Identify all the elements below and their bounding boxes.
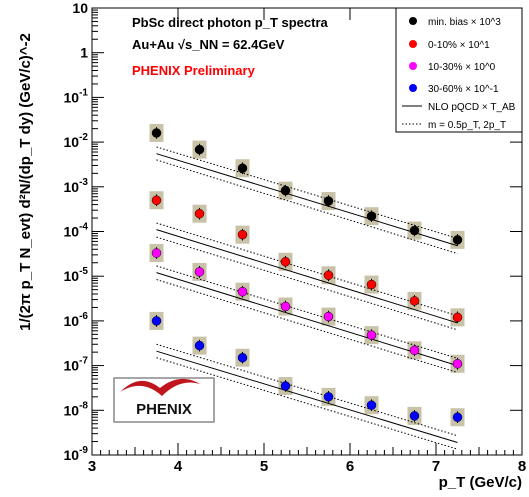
data-point: [452, 235, 463, 245]
y-tick-label: 10-3: [64, 177, 89, 195]
data-point: [280, 185, 291, 196]
data-point: [151, 195, 162, 206]
data-point: [151, 316, 162, 326]
data-point: [409, 411, 420, 421]
x-tick-label: 8: [518, 458, 526, 475]
y-tick-label: 10-1: [64, 87, 89, 105]
legend-label-10-30: 10-30% × 10^0: [428, 62, 496, 73]
phenix-logo: PHENIX: [113, 377, 215, 423]
logo-flame-icon: [120, 378, 200, 396]
legend-marker-minbias: [409, 17, 417, 25]
x-axis-label: p_T (GeV/c): [439, 474, 522, 491]
legend-label-0-10: 0-10% × 10^1: [428, 40, 490, 51]
nlo-central-curve: [156, 272, 458, 367]
nlo-scale-lower-curve: [156, 236, 458, 331]
y-tick-label: 10-6: [64, 311, 89, 329]
y-tick-label: 10-7: [64, 356, 89, 374]
data-point: [237, 229, 248, 240]
chart-subtitle: Au+Au √s_NN = 62.4GeV: [132, 37, 285, 52]
data-point: [366, 330, 377, 340]
data-point: [452, 358, 463, 369]
data-point: [194, 340, 205, 351]
data-point: [366, 279, 377, 290]
nlo-central-curve: [156, 229, 458, 324]
data-point: [280, 381, 291, 391]
legend-marker-10-30: [409, 62, 417, 70]
data-point: [452, 412, 463, 422]
legend: min. bias × 10^3 0-10% × 10^1 10-30% × 1…: [395, 7, 523, 133]
y-tick-label: 10-4: [64, 222, 89, 240]
data-point: [323, 270, 334, 281]
data-point: [409, 296, 420, 306]
x-tick-label: 6: [346, 458, 354, 475]
nlo-central-curve: [156, 153, 458, 247]
nlo-curves: [156, 146, 458, 450]
data-point: [194, 208, 205, 219]
data-point: [366, 400, 377, 410]
data-point: [280, 257, 291, 267]
y-tick-label: 1: [80, 45, 88, 61]
x-tick-label: 5: [260, 458, 268, 475]
x-tick-label: 3: [88, 458, 96, 475]
data-point: [280, 301, 291, 312]
legend-label-30-60: 30-60% × 10^-1: [428, 84, 499, 95]
data-point: [409, 225, 420, 236]
chart-title: PbSc direct photon p_T spectra: [132, 15, 329, 30]
y-tick-label: 10-8: [64, 400, 89, 418]
data-point: [237, 286, 248, 297]
legend-marker-0-10: [409, 40, 417, 48]
nlo-scale-upper-curve: [156, 146, 458, 239]
preliminary-label: PHENIX Preliminary: [132, 63, 256, 78]
y-tick-label: 10-9: [64, 445, 89, 463]
data-point: [323, 392, 334, 402]
y-tick-label: 10: [72, 0, 88, 16]
legend-marker-30-60: [409, 84, 417, 92]
data-points: [151, 127, 463, 424]
data-point: [237, 163, 248, 174]
nlo-scale-lower-curve: [156, 159, 458, 255]
legend-label-scale: m = 0.5p_T, 2p_T: [428, 120, 506, 131]
nlo-central-curve: [156, 350, 458, 444]
x-tick-label: 4: [174, 458, 183, 475]
data-point: [452, 312, 463, 323]
y-axis-label: 1/(2π p_T N_evt) d²N/(dp_T dy) (GeV/c)^-…: [17, 33, 34, 331]
data-point: [151, 248, 162, 258]
logo-text: PHENIX: [136, 401, 192, 418]
x-tick-label: 7: [432, 458, 440, 475]
data-point: [237, 352, 248, 363]
y-tick-label: 10-2: [64, 132, 89, 150]
data-point: [194, 144, 205, 155]
legend-box: [395, 7, 523, 133]
data-point: [323, 311, 334, 322]
legend-label-nlo: NLO pQCD × T_AB: [428, 102, 516, 113]
data-point: [194, 267, 205, 277]
y-tick-label: 10-5: [64, 266, 89, 284]
data-point: [366, 211, 377, 221]
nlo-scale-lower-curve: [156, 279, 458, 374]
data-point: [409, 345, 420, 356]
data-point: [151, 128, 162, 138]
legend-label-minbias: min. bias × 10^3: [428, 17, 501, 28]
data-point: [323, 196, 334, 206]
